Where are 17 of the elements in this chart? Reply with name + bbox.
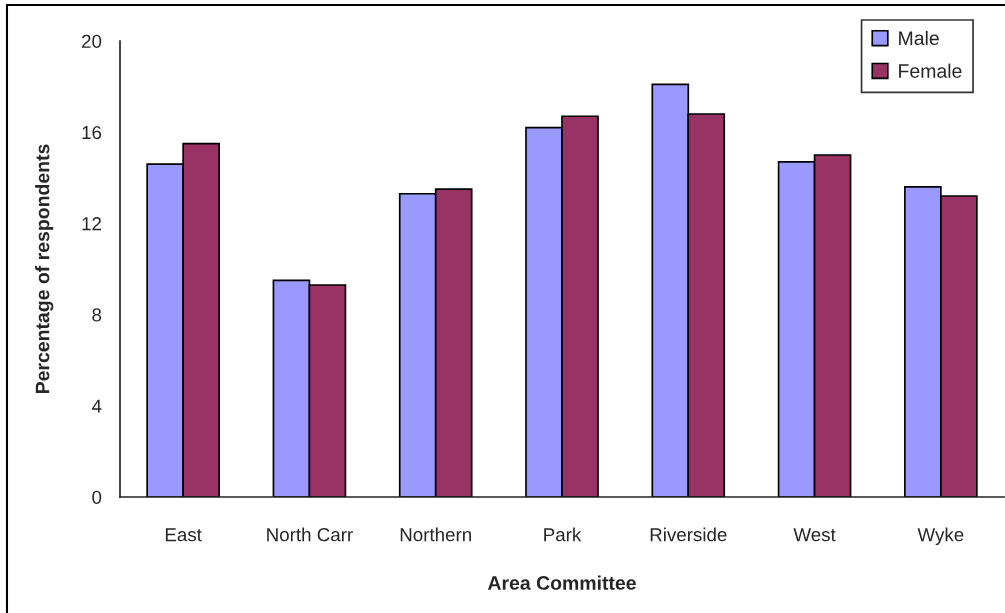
x-tick-label: East: [165, 528, 202, 542]
x-axis-title: Area Committee: [487, 575, 636, 590]
x-tick-label: North Carr: [267, 527, 353, 542]
x-tick-label: West: [793, 528, 836, 542]
y-tick-label: 8: [92, 308, 102, 322]
x-tick-label: Northern: [400, 527, 471, 542]
x-tick-label: Park: [544, 527, 582, 542]
y-axis-title: Percentage of respondents: [35, 144, 54, 394]
x-tick-label: Wyke: [917, 527, 964, 546]
y-tick-label: 16: [82, 125, 102, 140]
y-tick-label: 0: [92, 490, 102, 504]
legend-label: Female: [899, 63, 962, 78]
y-tick-label: 20: [82, 34, 102, 48]
y-tick-label: 12: [82, 217, 102, 231]
legend-label: Male: [899, 30, 939, 46]
y-tick-label: 4: [91, 399, 102, 413]
x-tick-label: Riverside: [650, 527, 727, 542]
